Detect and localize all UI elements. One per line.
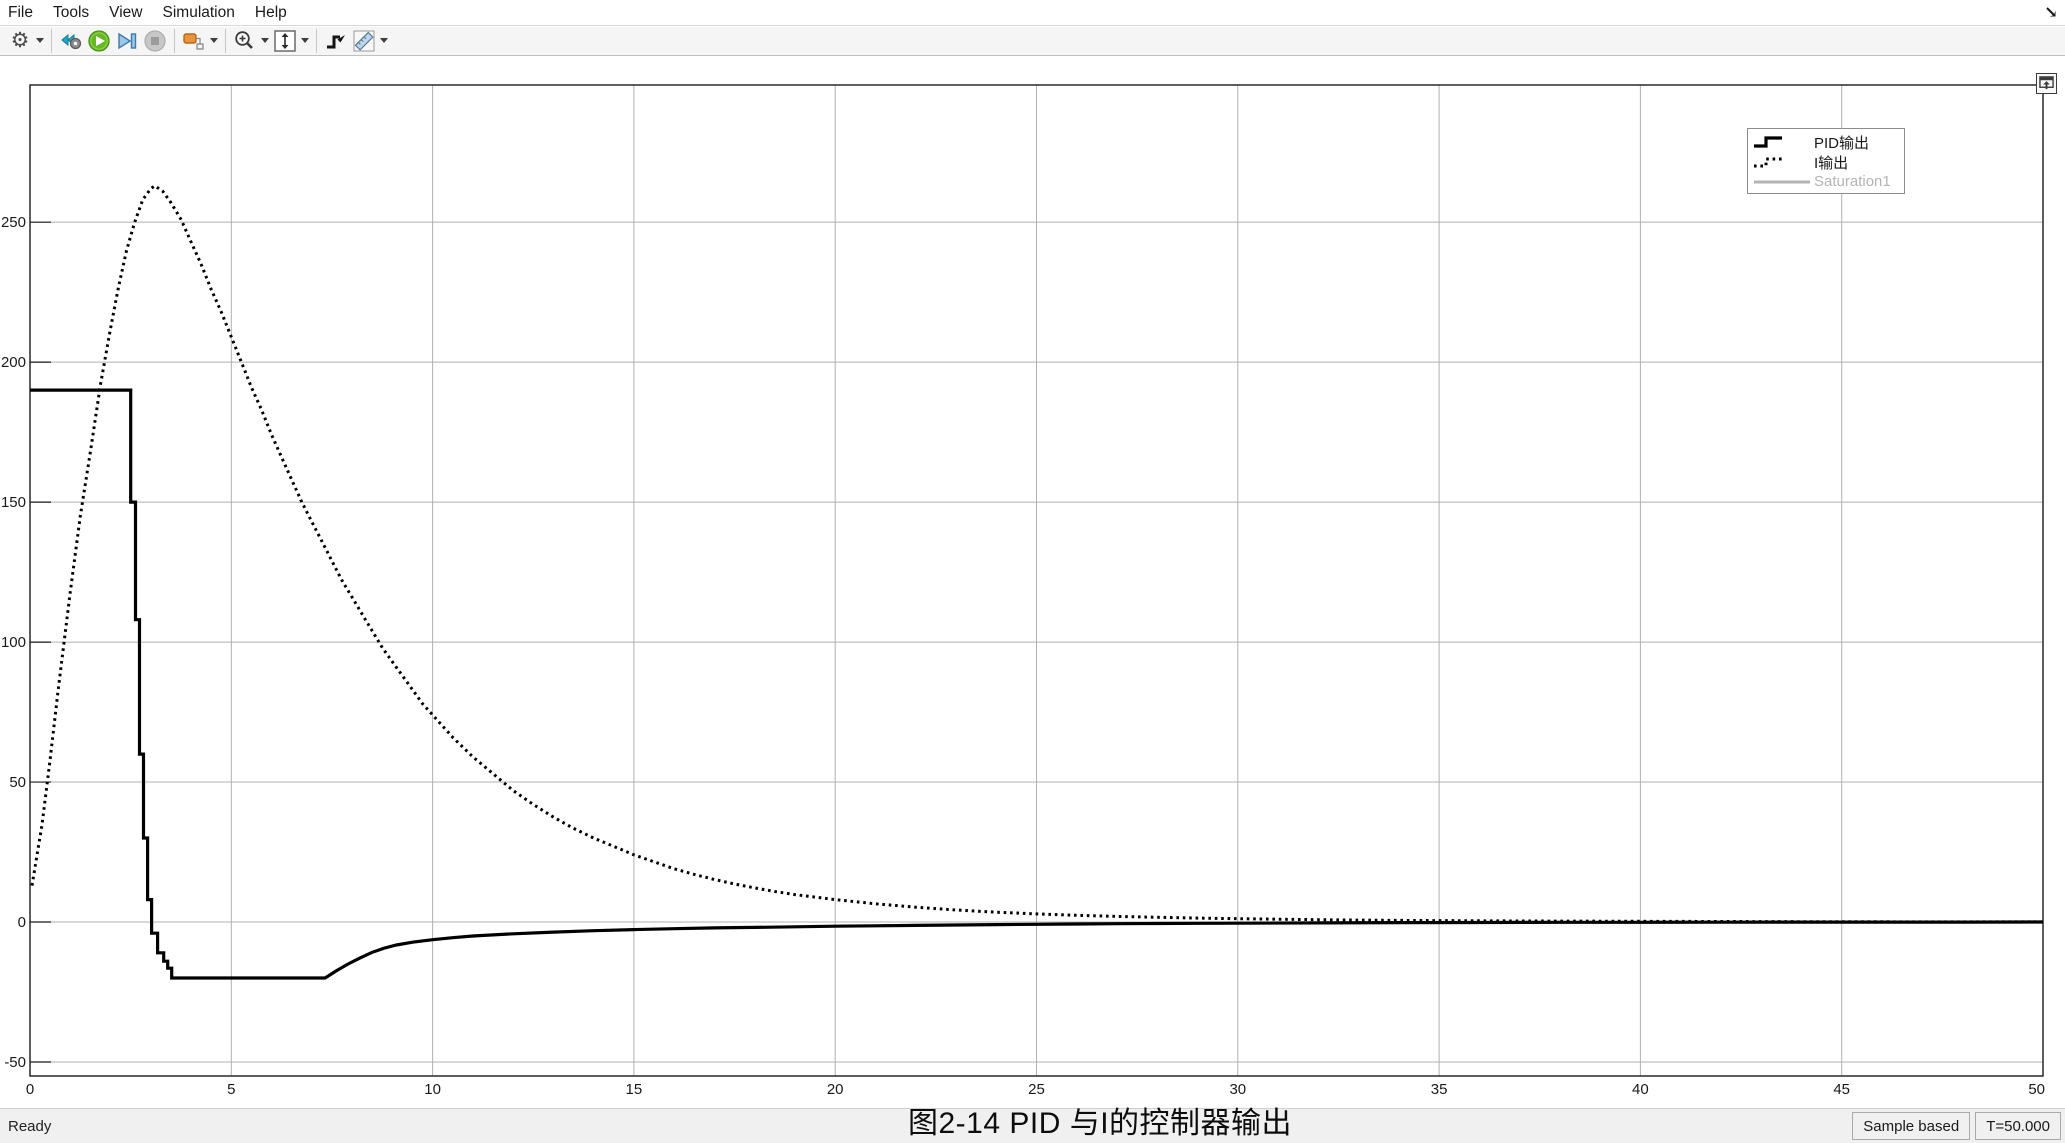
legend-label: PID输出 [1814,134,1870,152]
undock-window-icon [2039,76,2054,90]
svg-text:100: 100 [1,634,26,651]
show-simulink-block-icon [61,33,82,50]
dock-arrow-icon[interactable] [2044,5,2059,20]
svg-text:5: 5 [227,1081,235,1098]
legend-label: Saturation1 [1814,173,1891,190]
menu-help[interactable]: Help [254,3,287,21]
menu-tools[interactable]: Tools [52,3,90,21]
signal-blocks-dropdown-arrow[interactable] [208,28,220,54]
menu-view[interactable]: View [109,3,143,21]
menu-bar: File Tools View Simulation Help [0,0,2065,26]
svg-text:150: 150 [1,494,26,511]
status-bar: Ready Sample based T=50.000 [0,1108,2065,1143]
legend-label: I输出 [1814,154,1849,172]
measurements-dropdown-arrow[interactable] [378,28,390,54]
svg-text:200: 200 [1,354,26,371]
sim-time-cell: T=50.000 [1975,1112,2061,1140]
zoom-dropdown-arrow[interactable] [259,28,271,54]
svg-text:50: 50 [9,774,26,791]
measurements-ruler-icon [353,30,375,52]
svg-text:30: 30 [1229,1081,1246,1098]
legend-row-saturation[interactable]: Saturation1 [1752,172,1898,191]
toolbar-separator [174,29,175,53]
trigger-button[interactable] [322,28,350,54]
legend-row-pid[interactable]: PID输出 [1752,132,1898,152]
svg-text:15: 15 [626,1081,643,1098]
toolbar-separator [316,29,317,53]
step-forward-icon [118,32,137,50]
zoom-icon [235,31,253,49]
svg-text:40: 40 [1632,1081,1649,1098]
undock-button[interactable] [2036,73,2057,94]
figure-caption: 图2-14 PID 与I的控制器输出 [908,1107,1293,1140]
zoom-button[interactable] [231,28,259,54]
solid-stair-line-icon [1752,134,1814,150]
gray-line-icon [1752,174,1814,190]
menu-simulation[interactable]: Simulation [162,3,235,21]
gear-icon: ⚙ [10,29,30,52]
fit-to-view-dropdown-arrow[interactable] [299,28,311,54]
svg-text:45: 45 [1833,1081,1850,1098]
plot-canvas: 0 5 10 15 20 25 30 35 40 45 50 -50 0 50 100 150 200 250 P… [0,57,2065,1108]
signal-blocks-button[interactable] [180,28,208,54]
status-text: Ready [8,1117,52,1135]
svg-text:50: 50 [2028,1081,2045,1098]
svg-text:25: 25 [1028,1081,1045,1098]
svg-text:10: 10 [424,1081,441,1098]
toolbar: ⚙ [0,27,2065,56]
show-simulink-block-button[interactable] [57,28,85,54]
svg-text:0: 0 [26,1081,34,1098]
dotted-line-icon [1752,154,1814,170]
svg-text:0: 0 [18,914,26,931]
toolbar-separator [225,29,226,53]
svg-text:-50: -50 [4,1054,26,1071]
step-forward-button[interactable] [113,28,141,54]
settings-gear-button[interactable]: ⚙ [6,28,34,54]
stop-icon [144,30,166,52]
svg-text:20: 20 [827,1081,844,1098]
legend-row-i[interactable]: I输出 [1752,152,1898,172]
fit-to-view-button[interactable] [271,28,299,54]
run-icon [88,30,110,52]
settings-dropdown-arrow[interactable] [34,28,46,54]
measurements-button[interactable] [350,28,378,54]
svg-text:35: 35 [1431,1081,1448,1098]
signal-blocks-icon [183,33,204,50]
run-button[interactable] [85,28,113,54]
svg-text:250: 250 [1,214,26,231]
toolbar-separator [51,29,52,53]
trigger-icon [327,35,345,49]
legend[interactable]: PID输出 I输出 Saturation1 [1747,128,1905,194]
stop-button [141,28,169,54]
sample-mode-cell: Sample based [1852,1112,1971,1140]
menu-file[interactable]: File [8,3,33,21]
fit-to-view-icon [274,30,296,52]
